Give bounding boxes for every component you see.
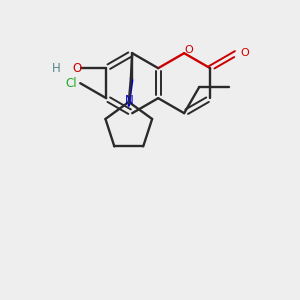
Text: H: H bbox=[52, 62, 60, 75]
Text: Cl: Cl bbox=[65, 77, 77, 90]
Text: O: O bbox=[184, 46, 193, 56]
Text: N: N bbox=[124, 94, 133, 107]
Text: O: O bbox=[240, 48, 249, 58]
Text: O: O bbox=[73, 62, 82, 75]
